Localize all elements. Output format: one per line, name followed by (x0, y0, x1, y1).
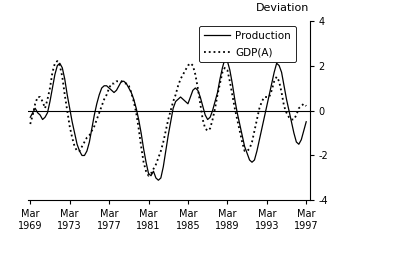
Production (240, 134, 245, 137)
GDP(A) (262, 95, 267, 98)
Legend: Production, GDP(A): Production, GDP(A) (198, 26, 296, 62)
Production (289, 120, 294, 123)
GDP(A) (55, 59, 60, 62)
Production (35, 111, 40, 114)
Text: Deviation: Deviation (256, 3, 310, 13)
GDP(A) (28, 122, 33, 125)
Production (117, 84, 121, 87)
GDP(A) (289, 118, 294, 121)
Production (304, 120, 308, 123)
GDP(A) (35, 95, 40, 98)
Production (28, 116, 33, 119)
GDP(A) (38, 95, 42, 98)
GDP(A) (119, 80, 124, 83)
GDP(A) (240, 140, 245, 143)
Line: Production: Production (30, 59, 306, 180)
GDP(A) (146, 174, 151, 177)
Production (38, 114, 42, 117)
Production (156, 179, 161, 182)
Production (223, 57, 227, 60)
Production (262, 116, 267, 119)
GDP(A) (304, 104, 308, 107)
Line: GDP(A): GDP(A) (30, 61, 306, 176)
